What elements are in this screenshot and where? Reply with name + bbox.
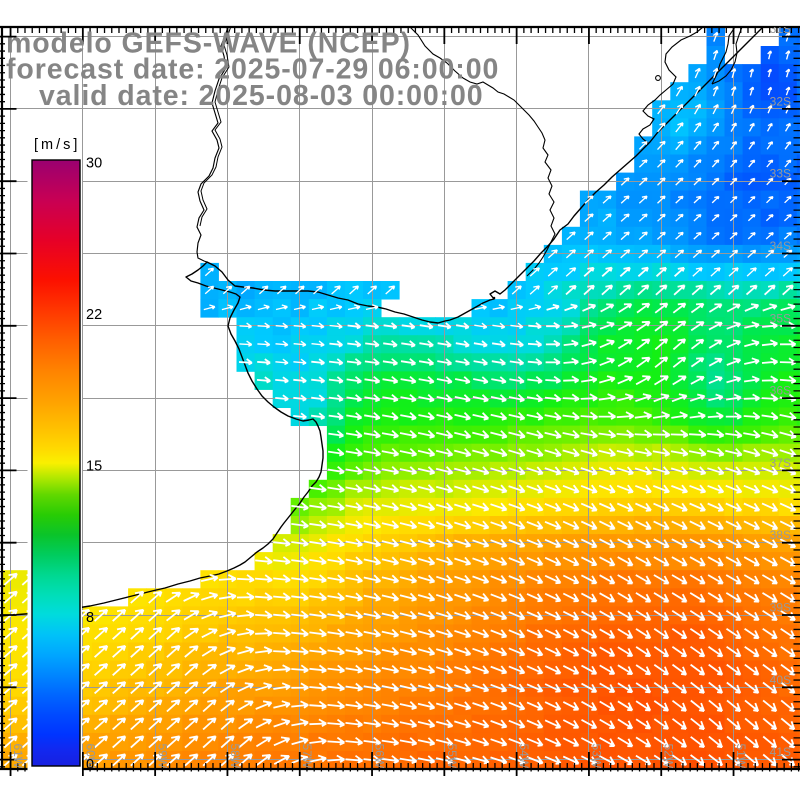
svg-text:57W: 57W	[300, 744, 314, 769]
svg-text:15: 15	[86, 459, 102, 475]
svg-text:58W: 58W	[228, 744, 242, 769]
svg-text:41S: 41S	[770, 745, 791, 759]
svg-text:36S: 36S	[770, 384, 791, 398]
svg-text:[m/s]: [m/s]	[34, 137, 80, 153]
svg-text:33S: 33S	[770, 167, 791, 181]
svg-text:61W: 61W	[11, 744, 25, 769]
svg-text:55W: 55W	[445, 744, 459, 769]
svg-text:38S: 38S	[770, 528, 791, 542]
svg-text:56W: 56W	[373, 744, 387, 769]
svg-text:forecast date: 2025-07-29 06:0: forecast date: 2025-07-29 06:00:00	[6, 54, 499, 86]
svg-text:52W: 52W	[662, 744, 676, 769]
svg-text:32S: 32S	[770, 94, 791, 108]
svg-text:53W: 53W	[589, 744, 603, 769]
svg-text:0: 0	[86, 757, 94, 773]
svg-text:51W: 51W	[734, 744, 748, 769]
svg-text:40S: 40S	[770, 673, 791, 687]
svg-text:30: 30	[86, 156, 102, 172]
svg-text:31S: 31S	[770, 22, 791, 36]
svg-text:59W: 59W	[156, 744, 170, 769]
svg-text:60W: 60W	[83, 744, 97, 769]
svg-text:22: 22	[86, 307, 102, 323]
svg-text:modelo GEFS-WAVE (NCEP): modelo GEFS-WAVE (NCEP)	[6, 28, 411, 60]
svg-text:54W: 54W	[517, 744, 531, 769]
svg-text:valid date: 2025-08-03 00:00:0: valid date: 2025-08-03 00:00:00	[39, 80, 484, 112]
svg-text:8: 8	[86, 610, 94, 626]
svg-text:37S: 37S	[770, 456, 791, 470]
svg-text:39S: 39S	[770, 601, 791, 615]
svg-text:34S: 34S	[770, 239, 791, 253]
svg-text:35S: 35S	[770, 311, 791, 325]
